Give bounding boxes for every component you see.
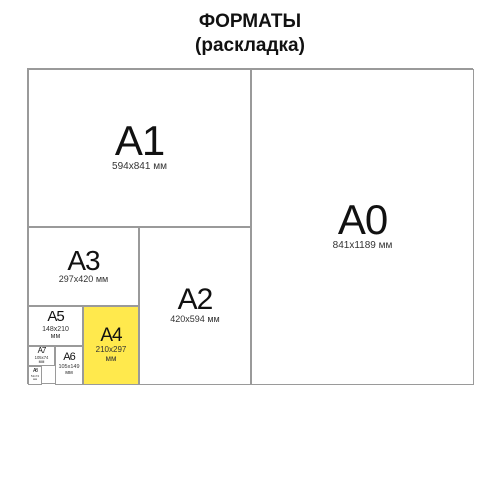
format-a4: A4 210х297 мм xyxy=(83,306,139,385)
a5-dims: 148х210 мм xyxy=(42,326,69,341)
a2-label: A2 xyxy=(178,286,213,313)
format-a5: A5 148х210 мм xyxy=(28,306,83,346)
format-a0: A0 841х1189 мм xyxy=(251,69,474,385)
title-line-2: (раскладка) xyxy=(0,34,500,58)
a5-dims-val: 148х210 xyxy=(42,326,69,333)
a7-mm: мм xyxy=(35,360,49,364)
a4-dims: 210х297 мм xyxy=(96,346,127,363)
a8-mm: мм xyxy=(31,378,39,381)
a4-dims-val: 210х297 xyxy=(96,345,127,354)
a1-dims: 594х841 мм xyxy=(112,162,167,173)
a6-dims: 105х149 мм xyxy=(58,365,79,377)
diagram-title: ФОРМАТЫ (раскладка) xyxy=(0,0,500,68)
a6-mm: мм xyxy=(58,371,79,377)
a8-dims: 52х74 мм xyxy=(31,375,39,381)
a1-label: A1 xyxy=(115,122,164,160)
paper-format-diagram: A0 841х1189 мм A1 594х841 мм A2 420х594 … xyxy=(27,68,473,384)
a5-mm: мм xyxy=(42,333,69,340)
title-line-1: ФОРМАТЫ xyxy=(0,10,500,34)
format-a3: A3 297х420 мм xyxy=(28,227,139,306)
a0-label: A0 xyxy=(338,201,387,239)
format-a1: A1 594х841 мм xyxy=(28,69,251,227)
a4-label: A4 xyxy=(100,327,121,344)
format-a2: A2 420х594 мм xyxy=(139,227,251,385)
a3-dims: 297х420 мм xyxy=(59,275,108,284)
a3-label: A3 xyxy=(67,248,99,273)
a6-label: A6 xyxy=(63,353,74,363)
a0-dims: 841х1189 мм xyxy=(333,241,393,252)
a7-dims: 105х74 мм xyxy=(35,356,49,365)
a7-label: A7 xyxy=(38,347,46,354)
a8-label: A8 xyxy=(33,369,37,374)
a5-label: A5 xyxy=(47,310,63,324)
a2-dims: 420х594 мм xyxy=(170,315,219,324)
format-a6: A6 105х149 мм xyxy=(55,346,83,385)
format-a7: A7 105х74 мм xyxy=(28,346,55,366)
format-a8: A8 52х74 мм xyxy=(28,366,42,385)
a4-mm: мм xyxy=(96,355,127,363)
